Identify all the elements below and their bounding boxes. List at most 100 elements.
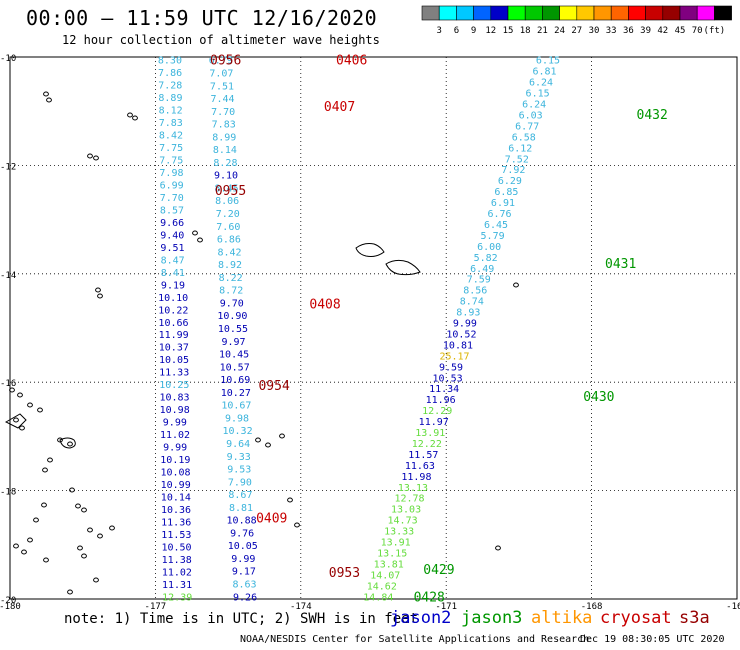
swh-value: 8.56 (463, 286, 487, 297)
swh-value: 14.73 (388, 516, 418, 527)
island-outline (265, 442, 271, 448)
swh-value: 6.24 (522, 100, 546, 111)
colorbar-tick-label: 15 (503, 26, 514, 36)
island-outline (33, 517, 39, 523)
island-outline (17, 392, 23, 398)
island-outline (67, 441, 73, 447)
swh-value: 7.92 (501, 165, 525, 176)
swh-value: 10.36 (161, 505, 191, 516)
swh-value: 8.63 (232, 580, 256, 591)
pass-time-label: 0407 (324, 100, 355, 115)
colorbar-swatch (714, 5, 732, 21)
island-outline (41, 502, 47, 508)
swh-value: 11.38 (162, 555, 192, 566)
island-outline (43, 557, 49, 563)
swh-value: 6.15 (536, 56, 560, 67)
island-outline (132, 115, 138, 121)
island-outline (42, 467, 48, 473)
pass-time-label: 0429 (423, 563, 454, 578)
longitude-label: -171 (435, 602, 457, 610)
swh-value: 7.51 (210, 81, 234, 92)
island-outline (127, 112, 133, 118)
colorbar-tick-label: 24 (554, 26, 565, 36)
swh-value: 9.10 (214, 171, 238, 182)
swh-value: 10.83 (159, 393, 189, 404)
pass-time-label: 0428 (414, 590, 445, 605)
swh-value: 11.02 (162, 567, 192, 578)
swh-value: 7.07 (209, 68, 233, 79)
pass-time-label: 0953 (329, 566, 360, 581)
swh-value: 6.15 (526, 89, 550, 100)
swh-value: 13.13 (398, 483, 428, 494)
island-outline (77, 545, 83, 551)
swh-value: 13.91 (415, 428, 445, 439)
swh-value: 7.28 (158, 81, 182, 92)
island-outline (13, 543, 19, 549)
island-outline (279, 433, 285, 439)
swh-value: 11.02 (160, 430, 190, 441)
colorbar-tick-label: 39 (640, 26, 651, 36)
pass-time-label: 0408 (309, 298, 340, 313)
island-outline (287, 497, 293, 503)
colorbar-tick-label: 27 (571, 26, 582, 36)
page-subtitle: 12 hour collection of altimeter wave hei… (62, 33, 380, 47)
swh-value: 9.53 (227, 465, 251, 476)
swh-value: 6.12 (508, 143, 532, 154)
colorbar-tick-label: 36 (623, 26, 634, 36)
legend-s3a: s3a (679, 608, 710, 628)
swh-value: 9.64 (226, 439, 250, 450)
swh-value: 10.25 (159, 380, 189, 391)
island-outline (27, 402, 33, 408)
pass-time-label: 0430 (583, 390, 614, 405)
swh-value: 7.98 (159, 168, 183, 179)
island-outline (87, 153, 93, 159)
pass-time-label: 0956 (210, 54, 241, 69)
swh-value: 25.17 (439, 351, 469, 362)
swh-value: 5.82 (474, 253, 498, 264)
swh-value: 10.37 (159, 343, 189, 354)
swh-value: 9.33 (227, 452, 251, 463)
swh-value: 8.72 (219, 286, 243, 297)
swh-value: 9.19 (161, 280, 185, 291)
swh-value: 8.47 (161, 255, 185, 266)
swh-value: 9.98 (225, 413, 249, 424)
island-outline (495, 545, 501, 551)
swh-value: 8.45 (215, 183, 239, 194)
swh-value: 8.30 (158, 56, 182, 67)
swh-value: 6.45 (484, 220, 508, 231)
swh-value: 8.99 (212, 132, 236, 143)
swh-value: 10.98 (160, 405, 190, 416)
longitude-label: -177 (145, 602, 167, 610)
swh-value: 8.57 (160, 205, 184, 216)
credit-line: NOAA/NESDIS Center for Satellite Applica… (240, 634, 590, 645)
swh-value: 11.36 (161, 517, 191, 528)
swh-value: 7.52 (505, 154, 529, 165)
color-scale-bar: 3 6 9 12 15 18 21 24 27 30 33 36 39 42 45 70 (ft) (421, 5, 732, 36)
swh-value: 10.19 (160, 455, 190, 466)
colorbar-tick-label: 45 (675, 26, 686, 36)
swh-value: 8.81 (229, 503, 253, 514)
island-outline (95, 287, 101, 293)
swh-value: 6.99 (160, 180, 184, 191)
swh-value: 10.66 (158, 318, 188, 329)
island-outline (27, 537, 33, 543)
colorbar-tick-label: 30 (589, 26, 600, 36)
colorbar-tick-label: 6 (454, 26, 459, 36)
swh-value: 10.67 (221, 401, 251, 412)
pass-time-label: 0406 (336, 54, 367, 69)
swh-value: 7.75 (159, 143, 183, 154)
swh-value: 11.57 (408, 450, 438, 461)
swh-value: 8.28 (213, 158, 237, 169)
swh-value: 7.20 (216, 209, 240, 220)
swh-value: 11.33 (159, 368, 189, 379)
swh-value: 6.58 (512, 132, 536, 143)
colorbar-tick-label: 33 (606, 26, 617, 36)
island-outline (197, 237, 203, 243)
swh-value: 10.90 (217, 311, 247, 322)
swh-value: 13.33 (384, 527, 414, 538)
swh-value: 8.22 (219, 273, 243, 284)
swh-value: 10.99 (161, 480, 191, 491)
swh-value: 9.26 (233, 592, 257, 603)
swh-value: 13.91 (381, 538, 411, 549)
